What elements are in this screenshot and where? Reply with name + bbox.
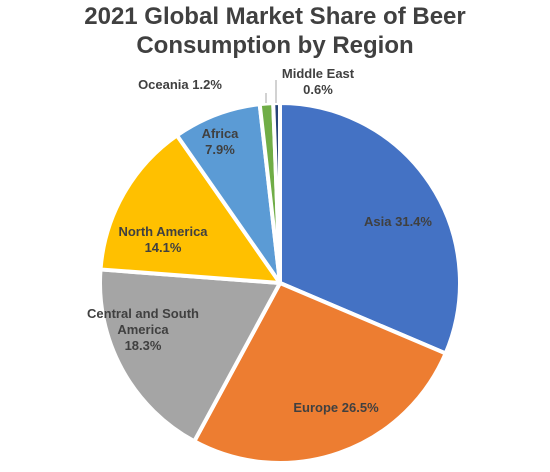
slice-value: 14.1% (144, 240, 182, 255)
slice-name: Middle East (281, 66, 355, 81)
slice-label: Middle East 0.6% (268, 66, 368, 98)
slice-value: 7.9% (205, 142, 235, 157)
slice-name: Africa (201, 126, 239, 141)
pie-slice (98, 133, 282, 285)
slice-label: Oceania 1.2% (110, 77, 250, 93)
slice-value: 18.3% (124, 338, 162, 353)
slice-name: Asia (364, 214, 392, 229)
slice-name: Oceania (138, 77, 189, 92)
slice-label: Africa 7.9% (180, 126, 260, 158)
slice-label: Central and South America 18.3% (83, 306, 203, 354)
slice-value: 1.2% (192, 77, 222, 92)
slice-label: Asia 31.4% (328, 214, 468, 230)
pie-slice (98, 267, 282, 444)
slice-name: Europe (293, 400, 339, 415)
slice-name: Central and South America (87, 306, 199, 337)
pie-slice (271, 101, 282, 285)
chart-title: 2021 Global Market Share of Beer Consump… (84, 3, 466, 59)
pie-slice (278, 101, 462, 356)
slice-name: North America (118, 224, 208, 239)
slice-value: 26.5% (341, 400, 379, 415)
slice-value: 0.6% (303, 82, 333, 97)
slice-label: Europe 26.5% (266, 400, 406, 416)
slice-value: 31.4% (395, 214, 432, 229)
slice-label: North America 14.1% (103, 224, 223, 256)
